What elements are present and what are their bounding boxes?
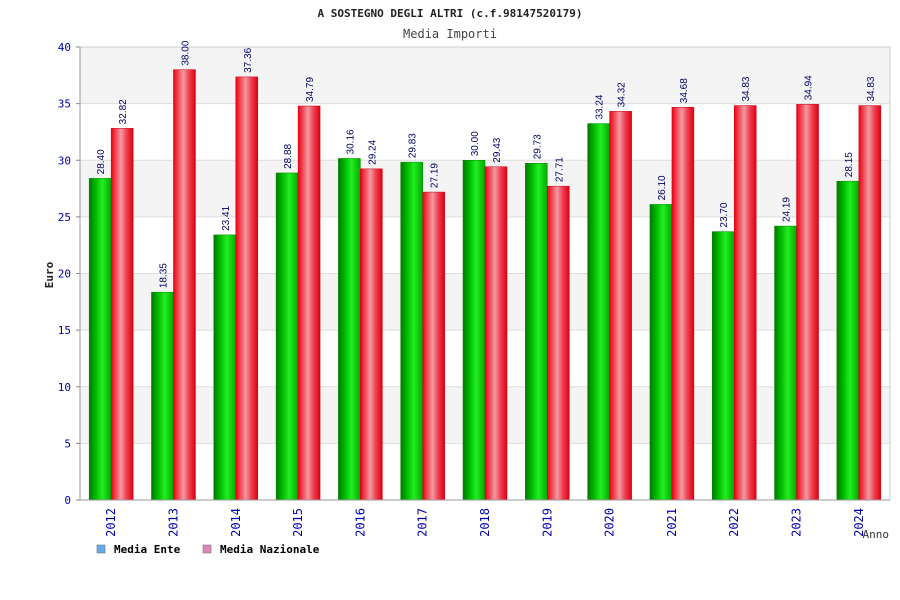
x-tick-label: 2019 bbox=[540, 508, 554, 537]
x-tick-label: 2018 bbox=[478, 508, 492, 537]
y-tick-label: 15 bbox=[58, 324, 71, 337]
data-label: 23.41 bbox=[221, 205, 232, 230]
bar-media-ente-2013 bbox=[151, 291, 174, 501]
data-label: 30.00 bbox=[470, 131, 481, 156]
x-tick-label: 2017 bbox=[416, 508, 430, 537]
bar-media-nazionale-2014 bbox=[235, 76, 259, 501]
data-label: 26.10 bbox=[657, 175, 668, 200]
y-tick-label: 35 bbox=[58, 98, 71, 111]
data-label: 28.88 bbox=[283, 143, 294, 168]
data-label: 33.24 bbox=[595, 94, 606, 119]
chart-subtitle: Media Importi bbox=[403, 27, 497, 41]
bar-media-nazionale-2021 bbox=[671, 106, 695, 501]
x-tick-label: 2022 bbox=[727, 508, 741, 537]
data-label: 34.94 bbox=[804, 75, 815, 100]
x-tick-label: 2013 bbox=[166, 508, 180, 537]
data-label: 23.70 bbox=[719, 202, 730, 227]
legend: Media Ente Media Nazionale bbox=[96, 543, 320, 556]
data-label: 34.83 bbox=[741, 76, 752, 101]
y-tick-label: 5 bbox=[64, 437, 71, 450]
y-tick-label: 30 bbox=[58, 154, 71, 167]
data-label: 34.32 bbox=[617, 82, 628, 107]
x-tick-label: 2020 bbox=[603, 508, 617, 537]
bar-media-ente-2024 bbox=[836, 180, 860, 501]
bar-media-ente-2019 bbox=[525, 163, 548, 501]
data-label: 32.82 bbox=[118, 99, 129, 124]
bar-media-ente-2020 bbox=[587, 123, 610, 501]
bar-media-nazionale-2016 bbox=[360, 168, 383, 501]
data-label: 18.35 bbox=[158, 263, 169, 288]
data-label: 30.16 bbox=[345, 129, 356, 154]
y-tick-label: 40 bbox=[58, 41, 71, 54]
bar-media-ente-2023 bbox=[774, 225, 797, 501]
bar-media-ente-2014 bbox=[213, 234, 237, 501]
plot-band bbox=[80, 103, 890, 161]
data-label: 29.73 bbox=[532, 134, 543, 159]
data-label: 27.71 bbox=[554, 157, 565, 182]
bar-media-nazionale-2013 bbox=[173, 69, 196, 501]
bar-media-nazionale-2015 bbox=[297, 105, 321, 501]
plot-band bbox=[80, 47, 890, 104]
bar-media-ente-2018 bbox=[462, 160, 486, 501]
y-tick-label: 25 bbox=[58, 211, 71, 224]
y-tick-label: 20 bbox=[58, 268, 71, 281]
bar-media-nazionale-2022 bbox=[733, 105, 757, 501]
bar-media-nazionale-2017 bbox=[422, 191, 445, 501]
bar-media-ente-2012 bbox=[88, 178, 112, 501]
x-axis-label: Anno bbox=[863, 528, 890, 541]
bar-media-nazionale-2012 bbox=[110, 128, 134, 501]
x-tick-label: 2023 bbox=[790, 508, 804, 537]
bar-media-nazionale-2020 bbox=[609, 111, 632, 501]
legend-swatch bbox=[202, 544, 212, 554]
data-label: 28.15 bbox=[844, 152, 855, 177]
y-tick-label: 0 bbox=[64, 494, 71, 507]
bar-media-ente-2015 bbox=[275, 172, 299, 501]
data-label: 28.40 bbox=[96, 149, 107, 174]
legend-swatch bbox=[96, 544, 106, 554]
bars: 28.40 32.82 18.35 38.00 23.41 37.36 28.88 34.79… bbox=[88, 40, 882, 501]
x-tick-label: 2016 bbox=[353, 508, 367, 537]
chart-title: A SOSTEGNO DEGLI ALTRI (c.f.98147520179) bbox=[318, 7, 583, 20]
data-label: 29.43 bbox=[492, 137, 503, 162]
x-tick-label: 2015 bbox=[291, 508, 305, 537]
bar-media-ente-2016 bbox=[338, 158, 361, 501]
y-tick-label: 10 bbox=[58, 381, 71, 394]
bar-media-ente-2017 bbox=[400, 161, 423, 501]
bar-media-nazionale-2023 bbox=[796, 104, 819, 501]
legend-label: Media Nazionale bbox=[220, 543, 320, 556]
x-tick-label: 2024 bbox=[852, 508, 866, 537]
data-label: 29.83 bbox=[408, 133, 419, 158]
data-label: 27.19 bbox=[430, 163, 441, 188]
bar-media-nazionale-2024 bbox=[858, 105, 882, 501]
bar-media-nazionale-2018 bbox=[484, 166, 508, 501]
data-label: 34.83 bbox=[866, 76, 877, 101]
x-axis: 2012 2013 2014 2015 2016 2017 2018 2019 2020 2021… bbox=[80, 499, 890, 537]
data-label: 34.79 bbox=[305, 77, 316, 102]
data-label: 37.36 bbox=[243, 47, 254, 72]
legend-label: Media Ente bbox=[114, 543, 181, 556]
data-label: 24.19 bbox=[782, 197, 793, 222]
data-label: 34.68 bbox=[679, 78, 690, 103]
x-tick-label: 2012 bbox=[104, 508, 118, 537]
x-tick-label: 2021 bbox=[665, 508, 679, 537]
bar-media-ente-2022 bbox=[711, 231, 735, 501]
bar-media-ente-2021 bbox=[649, 204, 673, 501]
data-label: 29.24 bbox=[367, 139, 378, 164]
bar-media-nazionale-2019 bbox=[547, 185, 570, 501]
data-label: 38.00 bbox=[180, 40, 191, 65]
y-axis-label: Euro bbox=[43, 261, 56, 288]
y-axis: 0 5 10 15 20 25 30 35 40 bbox=[58, 41, 81, 507]
x-tick-label: 2014 bbox=[229, 508, 243, 537]
